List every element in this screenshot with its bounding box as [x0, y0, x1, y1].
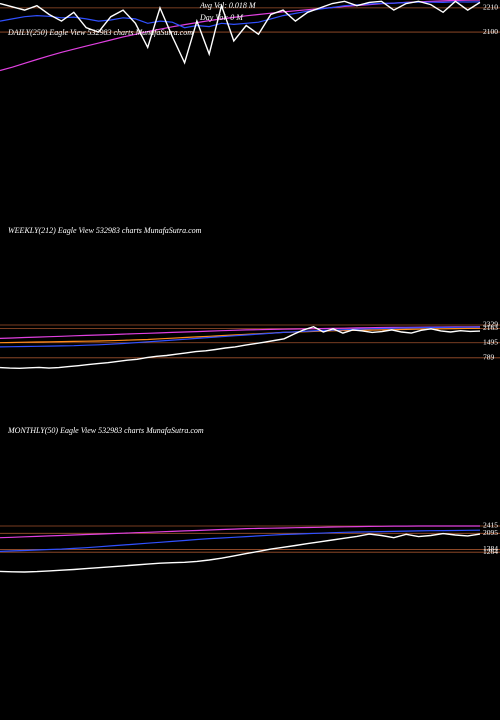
annotation: Day Vol: 0 M — [199, 13, 244, 22]
price-line — [0, 325, 481, 370]
y-tick-label: 2095 — [483, 528, 498, 537]
price-line — [0, 326, 481, 348]
y-tick-label: 1495 — [483, 337, 498, 346]
y-tick-label: 1264 — [483, 547, 498, 556]
price-line — [0, 0, 481, 65]
price-line — [0, 525, 480, 539]
price-line — [0, 1, 481, 29]
y-tick-label: 2329 — [483, 320, 498, 329]
chart-title: DAILY(250) Eagle View 532983 charts Muna… — [7, 28, 193, 37]
y-tick-label: 2415 — [483, 521, 498, 530]
chart-title: MONTHLY(50) Eagle View 532983 charts Mun… — [7, 426, 204, 435]
y-tick-label: 789 — [483, 353, 495, 362]
y-tick-label: 2210 — [483, 3, 498, 12]
price-line — [0, 529, 481, 552]
price-line — [0, 326, 481, 339]
y-tick-label: 2100 — [483, 27, 498, 36]
price-line — [0, 327, 481, 344]
annotation: Avg Vol: 0.018 M — [199, 1, 257, 10]
y-tick-label: 1384 — [483, 544, 498, 553]
chart-title: WEEKLY(212) Eagle View 532983 charts Mun… — [8, 226, 202, 235]
y-tick-label: 2163 — [483, 323, 498, 332]
price-line — [0, 532, 481, 573]
panels: 2210 2100 DAILY(250) Eagle View 532983 cha… — [0, 0, 500, 573]
